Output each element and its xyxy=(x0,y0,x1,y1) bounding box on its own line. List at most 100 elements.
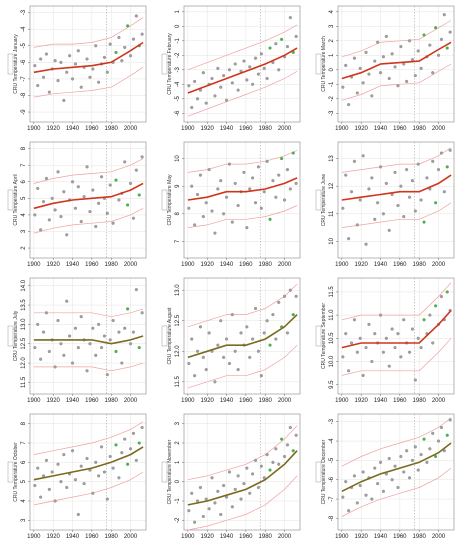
data-point xyxy=(85,456,89,461)
x-tick-label: 2000 xyxy=(432,262,446,268)
chart-panel: CRU Temperature December -8 -7 -6 -5 -4 -3 1900… xyxy=(310,410,458,546)
x-tick-label: 2000 xyxy=(432,398,446,404)
y-axis-label: CRU Temperature September xyxy=(321,303,327,369)
trend-line xyxy=(341,309,452,349)
data-point xyxy=(259,206,263,210)
data-point xyxy=(416,49,420,53)
x-tick-label: 1900 xyxy=(181,126,195,132)
data-point xyxy=(65,485,69,490)
data-point xyxy=(251,472,255,476)
trend-line xyxy=(187,450,298,506)
data-point xyxy=(344,480,348,484)
chart-panel: CRU Temperature November -2 -1 0 1 2 3 1900 1920… xyxy=(156,410,304,546)
data-point xyxy=(277,300,281,305)
data-point xyxy=(108,338,112,342)
data-point xyxy=(405,79,409,83)
data-point xyxy=(291,313,295,317)
data-point xyxy=(242,59,246,63)
y-tick-label: 10 xyxy=(175,155,181,162)
x-tick-label: 1960 xyxy=(239,398,253,404)
data-point xyxy=(282,454,287,459)
data-point xyxy=(288,16,292,20)
axis-bracket xyxy=(315,325,322,347)
data-point xyxy=(347,237,351,241)
data-point xyxy=(227,162,232,166)
data-point xyxy=(245,466,249,470)
data-point xyxy=(76,185,80,189)
lower-envelope-line xyxy=(33,207,144,234)
x-tick-label: 1920 xyxy=(355,398,369,404)
data-point xyxy=(428,43,432,47)
data-point xyxy=(216,66,220,70)
data-point xyxy=(294,294,298,298)
data-point xyxy=(97,80,101,84)
plot-frame xyxy=(29,277,147,395)
trend-line xyxy=(33,182,144,210)
data-point xyxy=(355,501,359,505)
x-tick-label: 1920 xyxy=(47,534,61,540)
data-point xyxy=(253,201,258,205)
data-point xyxy=(50,470,54,474)
data-point xyxy=(436,439,441,443)
x-tick-label: 1980 xyxy=(413,126,427,132)
data-point xyxy=(94,353,98,357)
x-tick-label: 1940 xyxy=(374,126,388,132)
data-point xyxy=(59,342,63,346)
plot-frame xyxy=(183,413,301,531)
plot-frame xyxy=(337,141,455,259)
data-point xyxy=(198,485,203,490)
data-point xyxy=(236,88,240,92)
data-point xyxy=(198,325,203,329)
y-tick-label: 12.5 xyxy=(21,337,27,349)
x-tick-label: 2000 xyxy=(124,126,138,132)
data-point xyxy=(288,187,292,191)
data-point xyxy=(434,454,438,459)
data-point xyxy=(91,67,95,71)
data-point xyxy=(79,219,83,224)
y-axis-label: CRU Temperature April xyxy=(13,174,19,225)
data-point xyxy=(195,349,200,353)
data-point xyxy=(381,55,386,59)
data-point xyxy=(448,30,452,34)
data-point xyxy=(62,98,66,103)
axis-bracket xyxy=(315,461,322,483)
data-point xyxy=(245,78,249,82)
data-point xyxy=(204,101,208,105)
data-point xyxy=(131,216,136,220)
data-point xyxy=(219,179,223,183)
data-point xyxy=(204,201,208,205)
upper-envelope-line xyxy=(33,158,144,184)
lower-envelope-line xyxy=(187,475,298,531)
data-point xyxy=(294,181,298,186)
data-point xyxy=(434,26,438,30)
y-tick-label: 2 xyxy=(21,246,27,250)
data-point xyxy=(431,431,435,435)
data-point xyxy=(59,214,63,219)
data-point xyxy=(76,345,80,350)
data-point xyxy=(94,460,98,464)
y-tick-label: -4 xyxy=(21,26,27,32)
data-point xyxy=(79,464,83,468)
data-point xyxy=(137,193,141,197)
data-point xyxy=(393,345,397,350)
data-point xyxy=(285,443,290,447)
y-tick-label: 11 xyxy=(329,210,335,217)
data-point xyxy=(396,84,400,88)
y-tick-label: -4 xyxy=(329,438,335,444)
data-point xyxy=(387,228,391,232)
data-point xyxy=(344,332,348,336)
data-point xyxy=(285,44,290,49)
data-point xyxy=(201,355,205,359)
data-point xyxy=(439,294,444,299)
data-point xyxy=(123,45,127,50)
data-point xyxy=(236,474,240,478)
data-point xyxy=(407,476,412,480)
data-point xyxy=(355,350,359,354)
data-point xyxy=(291,449,295,453)
data-point xyxy=(439,37,444,41)
y-tick-label: -6 xyxy=(21,59,27,65)
chart-svg: CRU Temperature December -8 -7 -6 -5 -4 -3 1900… xyxy=(315,413,455,540)
data-point xyxy=(387,456,391,461)
data-point xyxy=(355,91,359,95)
y-tick-label: 8 xyxy=(175,211,181,215)
